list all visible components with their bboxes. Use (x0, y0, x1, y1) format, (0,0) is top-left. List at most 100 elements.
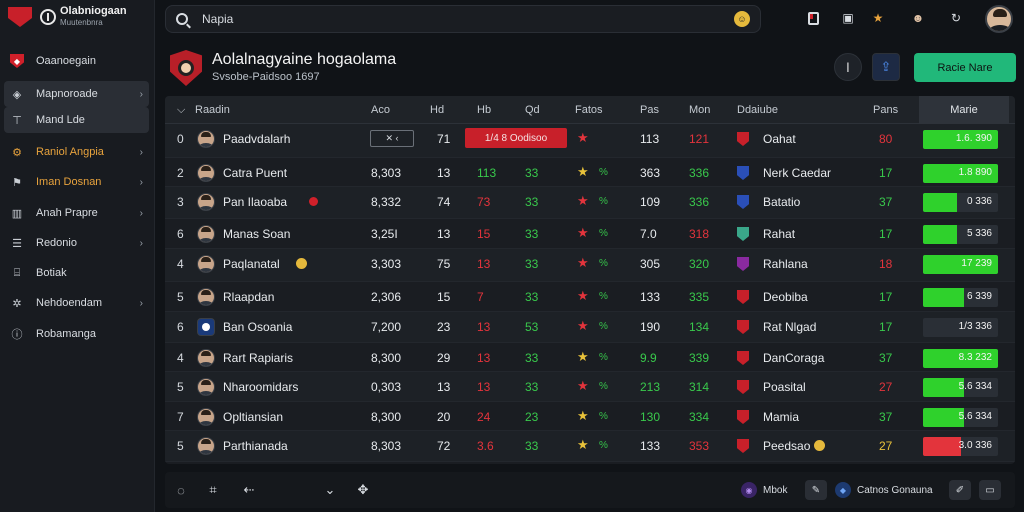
row-percent: % (599, 352, 608, 363)
row-stat: 363 (640, 166, 661, 180)
rating-bar-fill (923, 193, 957, 212)
row-stat: 20 (437, 410, 451, 424)
window-button[interactable]: ▭ (979, 480, 1001, 500)
table-row[interactable]: 6 Manas Soan 3,25I 13 15 33 ★% 7.0 318 Rahat 17 5 3… (165, 219, 1015, 249)
table-row[interactable]: 7 Opltiansian 8,300 20 24 23 ★% 130 334 Mamia 37 5.… (165, 402, 1015, 431)
table-row[interactable]: 4 Paqlanatal 3,303 75 13 33 ★% 305 320 Rahlana 18 1… (165, 249, 1015, 282)
star-icon: ★ (577, 288, 589, 303)
rating-bar-label: 5.6 334 (958, 411, 992, 422)
bottom-pill-2[interactable]: ◆ Catnos Gonauna (835, 480, 933, 500)
row-stat: 15 (477, 227, 491, 241)
emoji-icon (814, 440, 825, 451)
column-header[interactable]: Ddaiube (737, 104, 778, 116)
column-header[interactable]: Pas (640, 104, 659, 116)
column-header[interactable]: Hb (477, 104, 492, 116)
edit-button[interactable]: ✐ (949, 480, 971, 500)
row-stat: 13 (437, 380, 451, 394)
row-stat: 109 (640, 195, 661, 209)
emoji-icon[interactable]: ☺ (734, 11, 750, 27)
table-row[interactable]: 5 Rlaapdan 2,306 15 7 33 ★% 133 335 Deobiba 17 6 33… (165, 282, 1015, 312)
column-header[interactable]: Aco (371, 104, 390, 116)
table-header: ⌵ Raadin Aco Hd Hb Qd Fatos Pas Mon Ddai… (165, 96, 1015, 124)
table-row[interactable]: 5 Parthianada 8,303 72 3.6 33 ★% 133 353 Peedsao 2… (165, 431, 1015, 462)
table-row[interactable]: 6 Ban Osoania 7,200 23 13 53 ★% 190 134 Rat Nlgad… (165, 312, 1015, 343)
table-row[interactable]: 4 Rart Rapiaris 8,300 29 13 33 ★% 9.9 339 DanCora… (165, 343, 1015, 372)
row-select[interactable]: ✕ ‹ (370, 130, 414, 147)
notification-icon[interactable] (805, 10, 821, 26)
sort-icon[interactable]: ⌵ (177, 104, 186, 116)
refresh-icon[interactable]: ↻ (950, 11, 962, 25)
row-rank: 5 (177, 380, 184, 394)
row-percent: % (599, 258, 608, 269)
team-name: Oahat (763, 132, 796, 146)
row-stat: 13 (477, 320, 491, 334)
column-header[interactable]: Pans (873, 104, 899, 116)
back-icon[interactable]: ⇠ (243, 482, 255, 497)
star-icon: ★ (577, 255, 589, 270)
column-header[interactable]: Mon (689, 104, 711, 116)
team-flag-icon (737, 166, 749, 180)
row-percent: % (599, 291, 608, 302)
rating-bar-fill (923, 349, 998, 368)
export-button[interactable]: ⇪ (872, 53, 900, 81)
trophy-icon[interactable]: ★ (872, 11, 884, 25)
sidebar-item-7[interactable]: ⌸ Botiak (4, 260, 149, 286)
table-row[interactable]: 0 Paadvdalarh ✕ ‹ 71 1/4 8 Oodisoo ★ 113 121 Oah… (165, 124, 1015, 158)
team-name: Rahat (763, 227, 796, 241)
brand-subtitle: Muutenbnra (60, 18, 103, 27)
sidebar-item-1[interactable]: ◈ Mapnoroade › (4, 81, 149, 107)
column-header[interactable]: Qd (525, 104, 540, 116)
search-input[interactable] (202, 12, 702, 26)
table-row[interactable]: 2 Catra Puent 8,303 13 113 33 ★% 363 336 Nerk Cae… (165, 158, 1015, 187)
search-bar[interactable]: ☺ (165, 5, 761, 33)
table-row[interactable]: 5 Nharoomidars 0,303 13 13 33 ★% 213 314 Poasital… (165, 372, 1015, 402)
row-stat: 13 (477, 257, 491, 271)
sidebar-item-9[interactable]: ⓘ Robamanga (4, 321, 149, 347)
row-value: 8,332 (371, 195, 402, 209)
rating-bar: 17 239 (923, 255, 998, 274)
rating-bar: 1.6. 390 (923, 130, 998, 149)
column-header[interactable]: Raadin (195, 104, 230, 116)
sidebar-item-8[interactable]: ✲ Nehdoendam › (4, 290, 149, 316)
chevron-right-icon: › (139, 297, 143, 309)
rating-bar-label: 8.3 232 (958, 352, 992, 363)
data-table: ⌵ Raadin Aco Hd Hb Qd Fatos Pas Mon Ddai… (165, 96, 1015, 464)
table-row[interactable]: 3 Pan Ilaoaba 8,332 74 73 33 ★% 109 336 Batatio 37… (165, 187, 1015, 219)
row-stat: 53 (525, 320, 539, 334)
sidebar-item-0[interactable]: ◆ Oaanoegain (4, 48, 149, 74)
primary-action-button[interactable]: Racie Nare (914, 53, 1016, 82)
row-value: 0,303 (371, 380, 402, 394)
row-stat: 134 (689, 320, 710, 334)
column-header[interactable]: Fatos (575, 104, 603, 116)
row-rank: 4 (177, 351, 184, 365)
info-button[interactable]: ǀ (834, 53, 862, 81)
move-icon[interactable]: ✥ (357, 482, 369, 497)
player-name: Manas Soan (223, 227, 291, 241)
sidebar-item-3[interactable]: ⚙ Raniol Angpia › (4, 139, 149, 165)
user-icon[interactable]: ☻ (911, 11, 925, 25)
row-stat: 17 (879, 227, 893, 241)
sidebar-item-4[interactable]: ⚑ Iman Dosnan › (4, 169, 149, 195)
team-name: Peedsao (763, 439, 811, 453)
chevron-down-icon[interactable]: ⌄ (324, 482, 336, 497)
player-avatar (197, 255, 215, 273)
column-header[interactable]: Hd (430, 104, 445, 116)
brand[interactable]: Olabniogaan Muutenbnra (8, 6, 127, 28)
bottom-pill-1[interactable]: ◉ Mbok (741, 480, 787, 500)
row-stat: 336 (689, 195, 710, 209)
camera-icon[interactable]: ⌗ (209, 482, 217, 497)
column-header[interactable]: Marie (919, 96, 1009, 124)
avatar[interactable] (985, 5, 1013, 33)
player-avatar (197, 408, 215, 426)
sidebar-item-5[interactable]: ▥ Anah Prapre › (4, 200, 149, 226)
sidebar: Olabniogaan Muutenbnra ◆ Oaanoegain ◈ Ma… (0, 0, 155, 512)
sidebar-item-6[interactable]: ☰ Redonio › (4, 230, 149, 256)
calendar-icon[interactable]: ▣ (842, 11, 854, 25)
row-stat: 13 (437, 166, 451, 180)
team-flag-icon (737, 351, 749, 365)
settings-button[interactable]: ✎ (805, 480, 827, 500)
status-badge[interactable]: 1/4 8 Oodisoo (465, 128, 567, 148)
row-stat: 15 (437, 290, 451, 304)
sidebar-item-2[interactable]: ⊤ Mand Lde (4, 107, 149, 133)
chat-icon[interactable]: ◌ (177, 482, 185, 498)
